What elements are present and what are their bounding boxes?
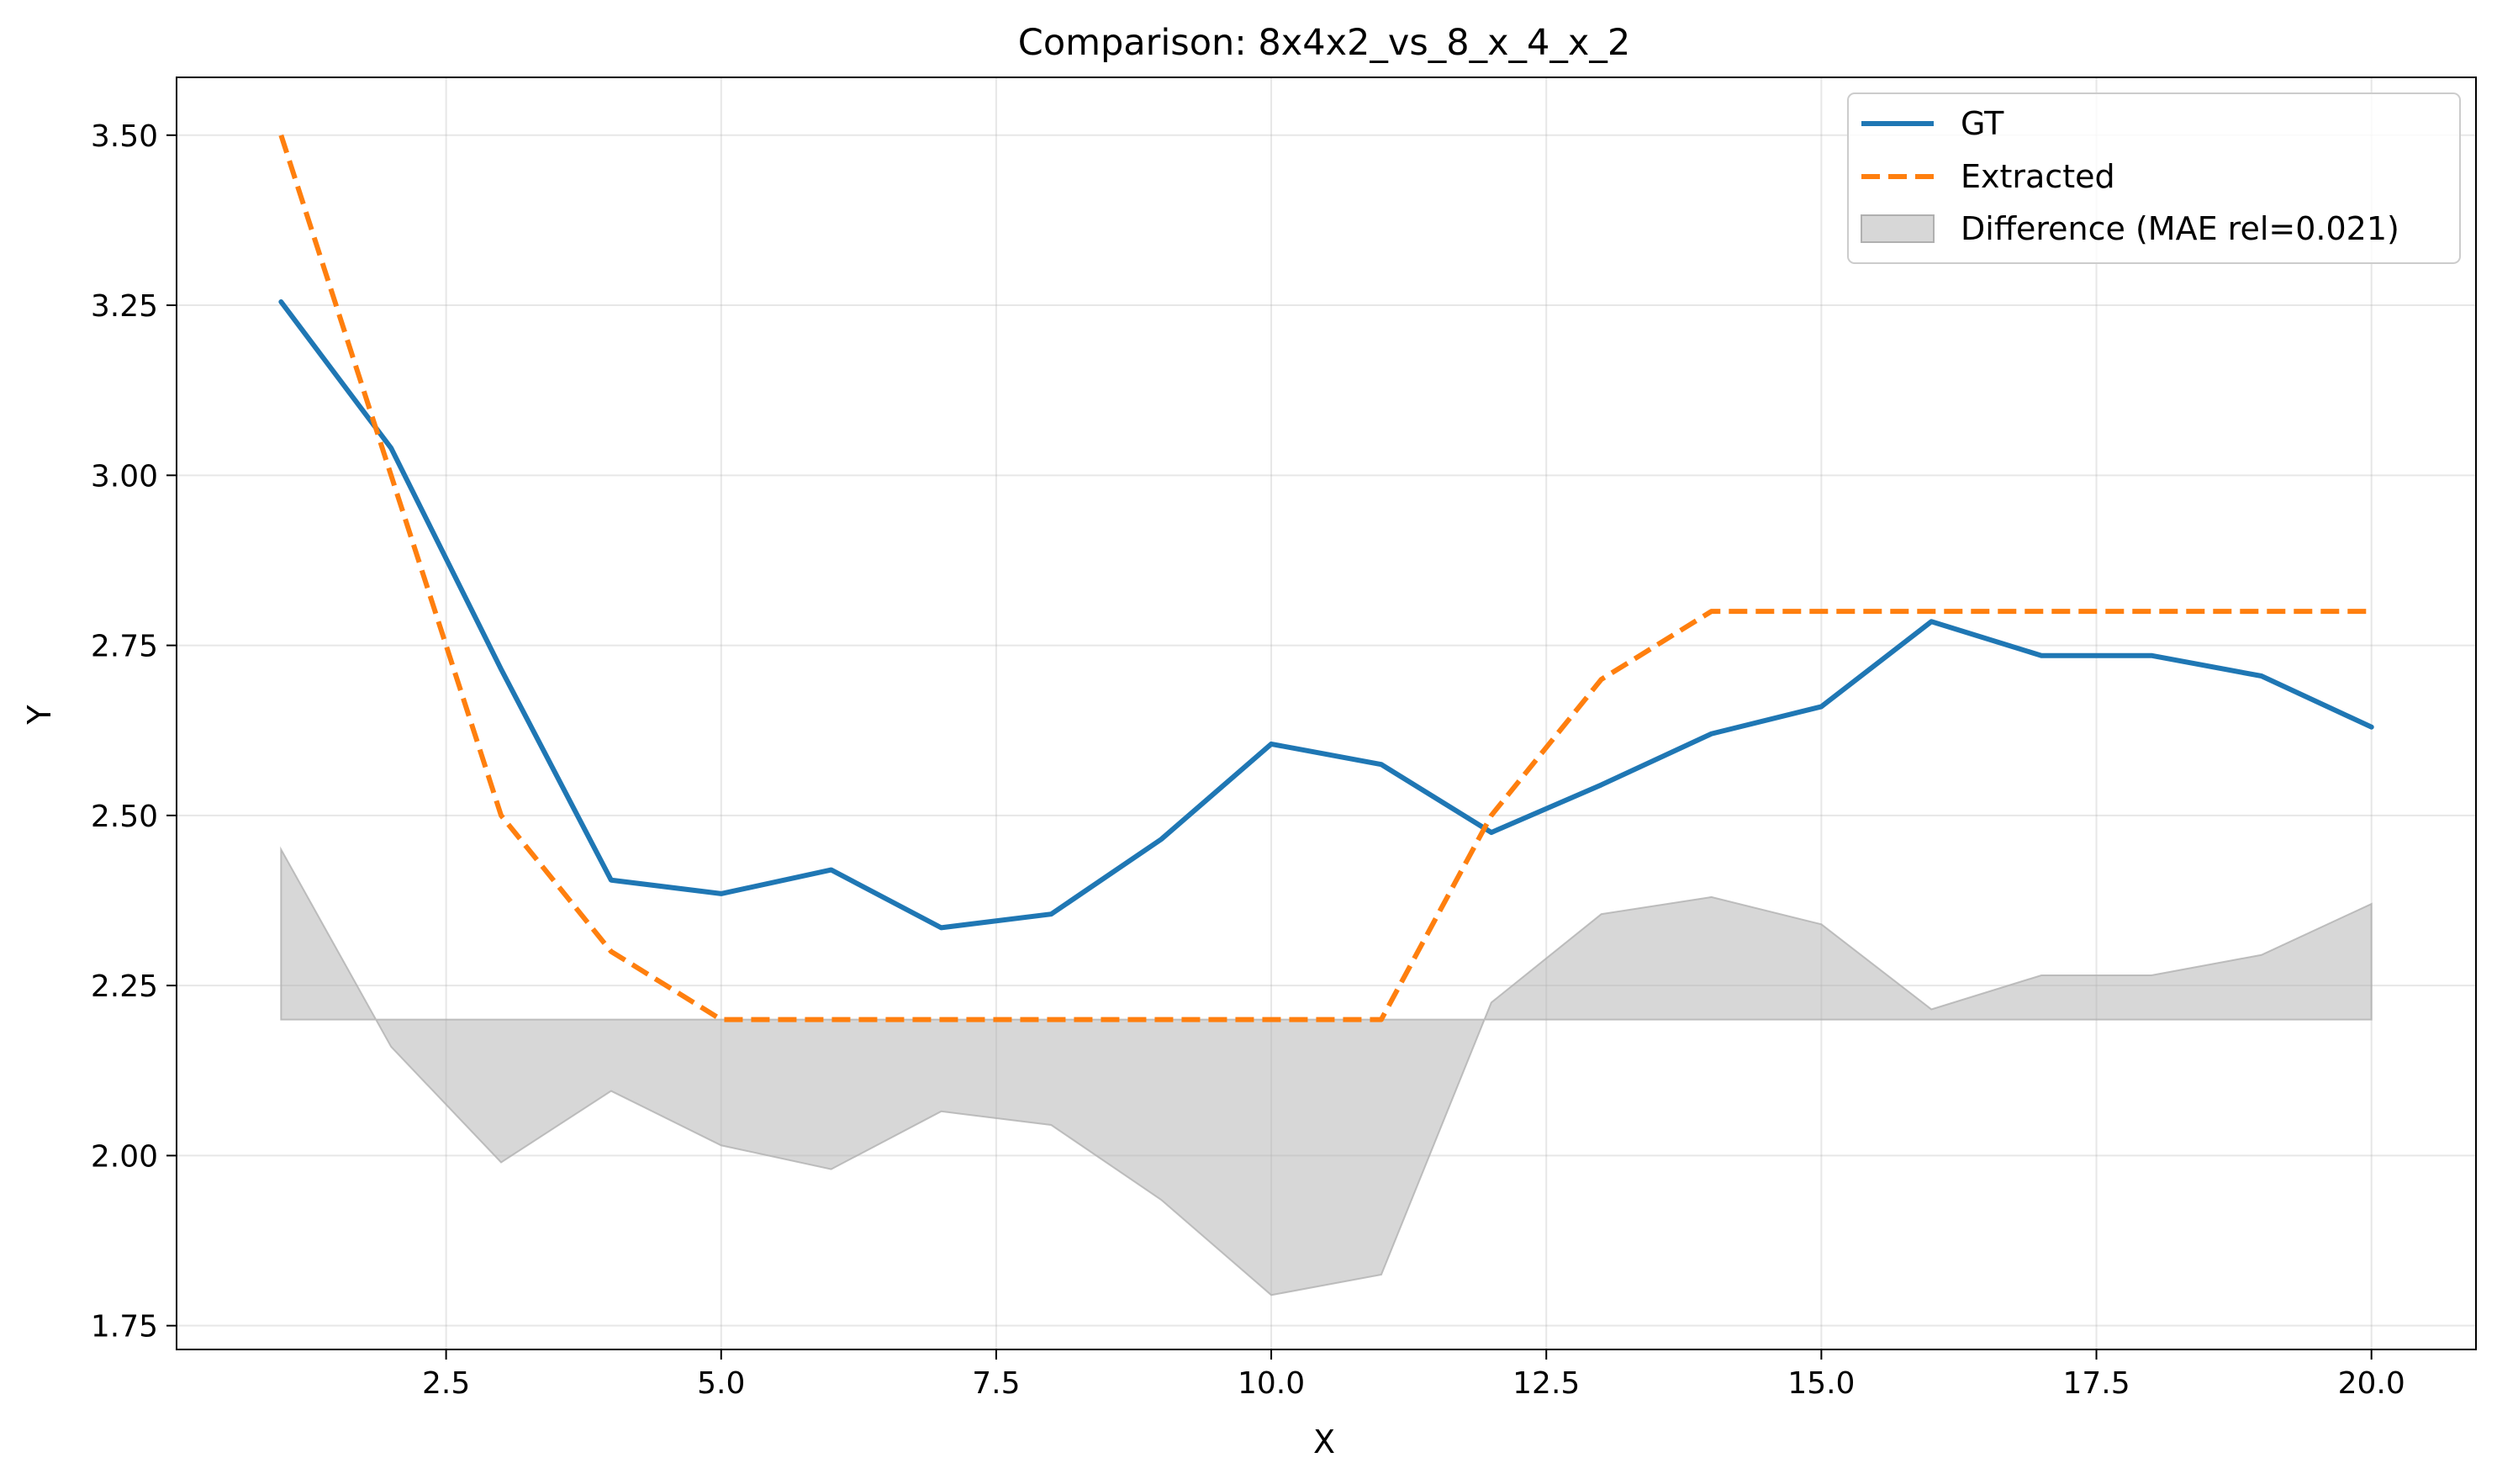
data-point-gt xyxy=(2261,675,2262,677)
data-point-gt xyxy=(500,668,502,670)
y-tick-label: 3.00 xyxy=(91,459,158,494)
data-point-gt xyxy=(1491,832,1492,833)
data-point-gt xyxy=(610,879,612,881)
data-point-gt xyxy=(2040,655,2042,657)
plot-frame xyxy=(176,77,2477,1350)
legend-label-gt: GT xyxy=(1961,105,2004,142)
data-point-gt xyxy=(1380,763,1382,765)
y-axis: 1.75 2.00 2.25 2.50 2.75 3.00 3.25 3.50 xyxy=(91,119,177,1344)
data-point-gt xyxy=(1711,733,1713,735)
data-point-gt xyxy=(1930,621,1932,622)
data-point-extracted xyxy=(280,135,282,136)
data-point-extracted xyxy=(2151,610,2152,612)
data-point-gt xyxy=(2151,655,2152,657)
data-point-extracted xyxy=(1491,815,1492,816)
legend-label-extracted: Extracted xyxy=(1961,158,2115,195)
x-axis-label: X xyxy=(1313,1423,1335,1460)
legend-label-difference: Difference (MAE rel=0.021) xyxy=(1961,210,2399,247)
x-tick-label: 10.0 xyxy=(1238,1366,1305,1401)
data-point-extracted xyxy=(1820,610,1822,612)
x-tick-label: 15.0 xyxy=(1787,1366,1855,1401)
data-point-gt xyxy=(280,301,282,303)
difference-band xyxy=(280,846,2373,1297)
data-point-extracted xyxy=(831,1019,832,1021)
data-point-gt xyxy=(1601,784,1602,785)
data-point-extracted xyxy=(500,815,502,816)
x-tick-label: 2.5 xyxy=(422,1366,470,1401)
data-point-extracted xyxy=(1601,679,1602,680)
y-tick-label: 2.25 xyxy=(91,969,158,1004)
y-tick-label: 3.50 xyxy=(91,119,158,154)
x-tick-label: 7.5 xyxy=(972,1366,1020,1401)
data-point-extracted xyxy=(1050,1019,1052,1021)
data-point-extracted xyxy=(1711,610,1713,612)
y-tick-label: 2.00 xyxy=(91,1139,158,1174)
legend-box xyxy=(1847,92,2461,264)
data-point-extracted xyxy=(1270,1019,1272,1021)
data-point-extracted xyxy=(721,1019,722,1021)
y-tick-label: 3.25 xyxy=(91,289,158,324)
x-tick-label: 20.0 xyxy=(2338,1366,2405,1401)
data-point-extracted xyxy=(2040,610,2042,612)
data-point-gt xyxy=(831,869,832,871)
data-point-extracted xyxy=(1160,1019,1162,1021)
series-line-gt xyxy=(278,299,2374,931)
data-point-extracted xyxy=(1930,610,1932,612)
x-tick-label: 12.5 xyxy=(1512,1366,1580,1401)
data-point-extracted xyxy=(2371,610,2373,612)
data-point-extracted xyxy=(1380,1019,1382,1021)
y-axis-label: Y xyxy=(21,705,58,726)
data-point-extracted xyxy=(390,474,392,476)
data-point-gt xyxy=(940,927,942,928)
chart-title: Comparison: 8x4x2_vs_8_x_4_x_2 xyxy=(1018,22,1630,64)
legend-swatch-difference xyxy=(1861,214,1935,243)
x-axis: 2.5 5.0 7.5 10.0 12.5 15.0 17.5 20.0 xyxy=(422,1349,2405,1401)
data-point-gt xyxy=(1050,913,1052,915)
data-point-extracted xyxy=(610,951,612,953)
legend: GT Extracted Difference (MAE rel=0.021) xyxy=(1847,92,2461,264)
y-tick-label: 2.75 xyxy=(91,630,158,664)
x-tick-label: 5.0 xyxy=(697,1366,745,1401)
difference-band-layer xyxy=(280,846,2373,1297)
data-point-gt xyxy=(2371,726,2373,728)
data-point-gt xyxy=(721,893,722,895)
data-point-gt xyxy=(1270,743,1272,745)
data-point-extracted xyxy=(2261,610,2262,612)
x-tick-label: 17.5 xyxy=(2062,1366,2130,1401)
data-point-gt xyxy=(390,447,392,449)
series-line-extracted xyxy=(278,134,2372,1022)
y-tick-label: 1.75 xyxy=(91,1310,158,1344)
y-tick-label: 2.50 xyxy=(91,800,158,834)
data-point-gt xyxy=(1820,705,1822,707)
data-point-extracted xyxy=(940,1019,942,1021)
series-layer xyxy=(278,134,2374,1022)
data-point-gt xyxy=(1160,838,1162,840)
